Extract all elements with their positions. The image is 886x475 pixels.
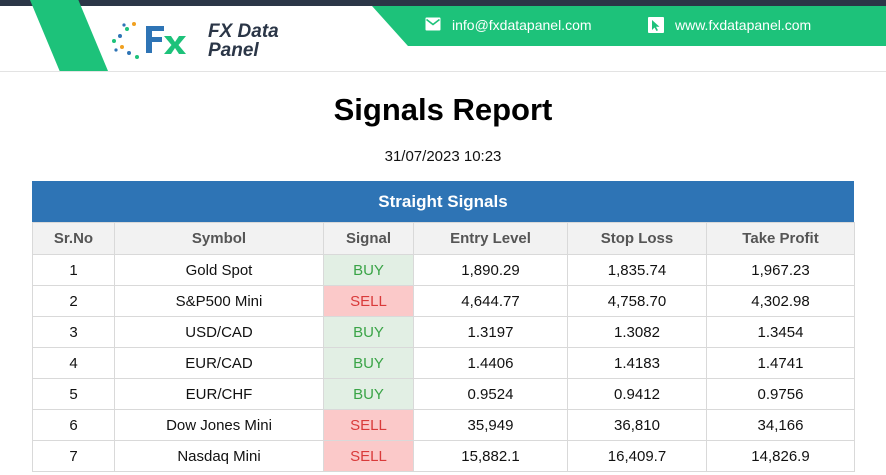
signals-table: Sr.No Symbol Signal Entry Level Stop Los… <box>32 222 855 472</box>
cursor-icon <box>648 17 666 33</box>
cell-sr-no: 6 <box>32 409 115 441</box>
header-accent-left <box>30 0 108 71</box>
cell-sr-no: 5 <box>32 378 115 410</box>
cell-entry-level: 1,890.29 <box>413 254 568 286</box>
brand-name: FX Data Panel <box>208 22 279 60</box>
report-timestamp: 31/07/2023 10:23 <box>384 148 502 165</box>
cell-symbol: USD/CAD <box>114 316 324 348</box>
cell-stop-loss: 4,758.70 <box>567 285 707 317</box>
cell-take-profit: 1,967.23 <box>706 254 855 286</box>
col-header-sr-no: Sr.No <box>32 222 115 255</box>
site-header: FX Data Panel info@fxdatapanel.com www.f… <box>0 0 886 72</box>
cell-stop-loss: 0.9412 <box>567 378 707 410</box>
mail-icon <box>425 17 443 33</box>
brand-line-1: FX Data <box>208 21 279 42</box>
col-header-stop-loss: Stop Loss <box>567 222 707 255</box>
cell-sr-no: 2 <box>32 285 115 317</box>
cell-take-profit: 34,166 <box>706 409 855 441</box>
cell-sr-no: 1 <box>32 254 115 286</box>
header-top-strip <box>0 0 886 6</box>
cell-take-profit: 0.9756 <box>706 378 855 410</box>
email-link[interactable]: info@fxdatapanel.com <box>452 17 592 33</box>
table-row: 6 Dow Jones Mini SELL 35,949 36,810 34,1… <box>32 409 855 441</box>
cell-stop-loss: 16,409.7 <box>567 440 707 472</box>
cell-stop-loss: 1,835.74 <box>567 254 707 286</box>
website-link[interactable]: www.fxdatapanel.com <box>675 17 812 33</box>
cell-take-profit: 1.3454 <box>706 316 855 348</box>
cell-entry-level: 15,882.1 <box>413 440 568 472</box>
col-header-take-profit: Take Profit <box>706 222 855 255</box>
cell-signal-buy: BUY <box>323 316 414 348</box>
col-header-signal: Signal <box>323 222 414 255</box>
cell-entry-level: 4,644.77 <box>413 285 568 317</box>
table-header-row: Sr.No Symbol Signal Entry Level Stop Los… <box>32 222 855 255</box>
col-header-entry-level: Entry Level <box>413 222 568 255</box>
table-row: 3 USD/CAD BUY 1.3197 1.3082 1.3454 <box>32 316 855 348</box>
table-row: 4 EUR/CAD BUY 1.4406 1.4183 1.4741 <box>32 347 855 379</box>
cell-sr-no: 4 <box>32 347 115 379</box>
col-header-symbol: Symbol <box>114 222 324 255</box>
cell-symbol: Dow Jones Mini <box>114 409 324 441</box>
cell-entry-level: 0.9524 <box>413 378 568 410</box>
table-row: 7 Nasdaq Mini SELL 15,882.1 16,409.7 14,… <box>32 440 855 472</box>
fx-data-panel-logo[interactable]: FX Data Panel <box>110 20 290 62</box>
email-contact[interactable]: info@fxdatapanel.com <box>425 13 592 37</box>
cell-take-profit: 4,302.98 <box>706 285 855 317</box>
section-header-straight-signals: Straight Signals <box>32 181 854 222</box>
brand-line-2: Panel <box>208 40 259 61</box>
cell-entry-level: 35,949 <box>413 409 568 441</box>
cell-signal-sell: SELL <box>323 285 414 317</box>
cell-symbol: S&P500 Mini <box>114 285 324 317</box>
table-row: 2 S&P500 Mini SELL 4,644.77 4,758.70 4,3… <box>32 285 855 317</box>
cell-sr-no: 7 <box>32 440 115 472</box>
cell-signal-buy: BUY <box>323 254 414 286</box>
cell-entry-level: 1.4406 <box>413 347 568 379</box>
cell-stop-loss: 1.4183 <box>567 347 707 379</box>
cell-signal-sell: SELL <box>323 440 414 472</box>
cell-symbol: Nasdaq Mini <box>114 440 324 472</box>
cell-symbol: Gold Spot <box>114 254 324 286</box>
table-row: 5 EUR/CHF BUY 0.9524 0.9412 0.9756 <box>32 378 855 410</box>
cell-entry-level: 1.3197 <box>413 316 568 348</box>
cell-signal-sell: SELL <box>323 409 414 441</box>
cell-take-profit: 14,826.9 <box>706 440 855 472</box>
fx-logo-mark-icon <box>112 22 186 59</box>
cell-symbol: EUR/CHF <box>114 378 324 410</box>
cell-symbol: EUR/CAD <box>114 347 324 379</box>
table-row: 1 Gold Spot BUY 1,890.29 1,835.74 1,967.… <box>32 254 855 286</box>
cell-signal-buy: BUY <box>323 378 414 410</box>
report-title: Signals Report <box>333 92 553 127</box>
cell-take-profit: 1.4741 <box>706 347 855 379</box>
cell-stop-loss: 1.3082 <box>567 316 707 348</box>
website-contact[interactable]: www.fxdatapanel.com <box>648 13 811 37</box>
cell-signal-buy: BUY <box>323 347 414 379</box>
cell-stop-loss: 36,810 <box>567 409 707 441</box>
header-contact-bar <box>372 6 886 46</box>
cell-sr-no: 3 <box>32 316 115 348</box>
